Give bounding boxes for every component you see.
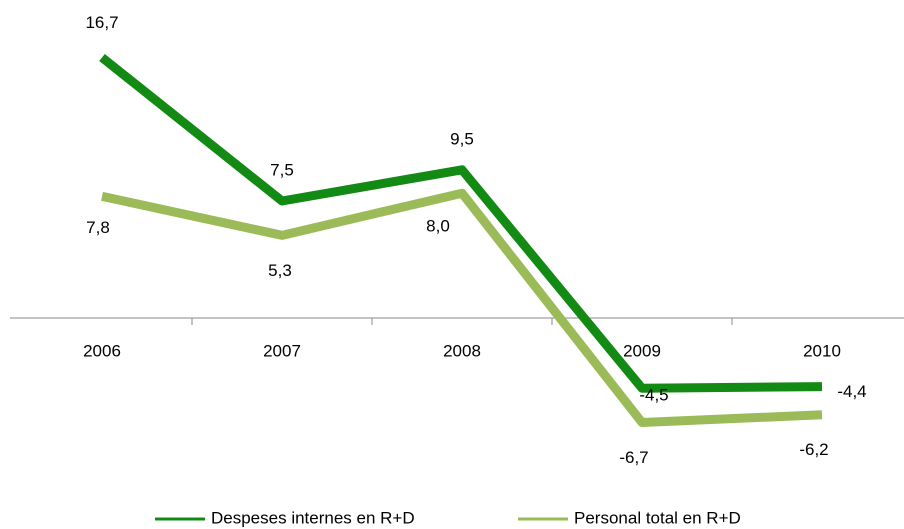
data-label: -4,4 <box>837 382 866 401</box>
legend-label: Personal total en R+D <box>574 508 741 527</box>
x-tick-label: 2010 <box>803 341 841 360</box>
x-tick-label: 2009 <box>623 341 661 360</box>
series-line <box>101 188 823 428</box>
data-label: -6,2 <box>799 440 828 459</box>
data-label: -6,7 <box>619 448 648 467</box>
data-label: 7,5 <box>270 160 294 179</box>
data-label: 16,7 <box>85 13 118 32</box>
x-tick-label: 2007 <box>263 341 301 360</box>
x-tick-label: 2008 <box>443 341 481 360</box>
x-tick-label: 2006 <box>83 341 121 360</box>
data-label: 8,0 <box>426 217 450 236</box>
data-label: -4,5 <box>639 386 668 405</box>
legend-label: Despeses internes en R+D <box>211 508 415 527</box>
series-line <box>99 53 823 393</box>
data-label: 5,3 <box>268 261 292 280</box>
data-label: 7,8 <box>86 218 110 237</box>
data-label: 9,5 <box>450 129 474 148</box>
